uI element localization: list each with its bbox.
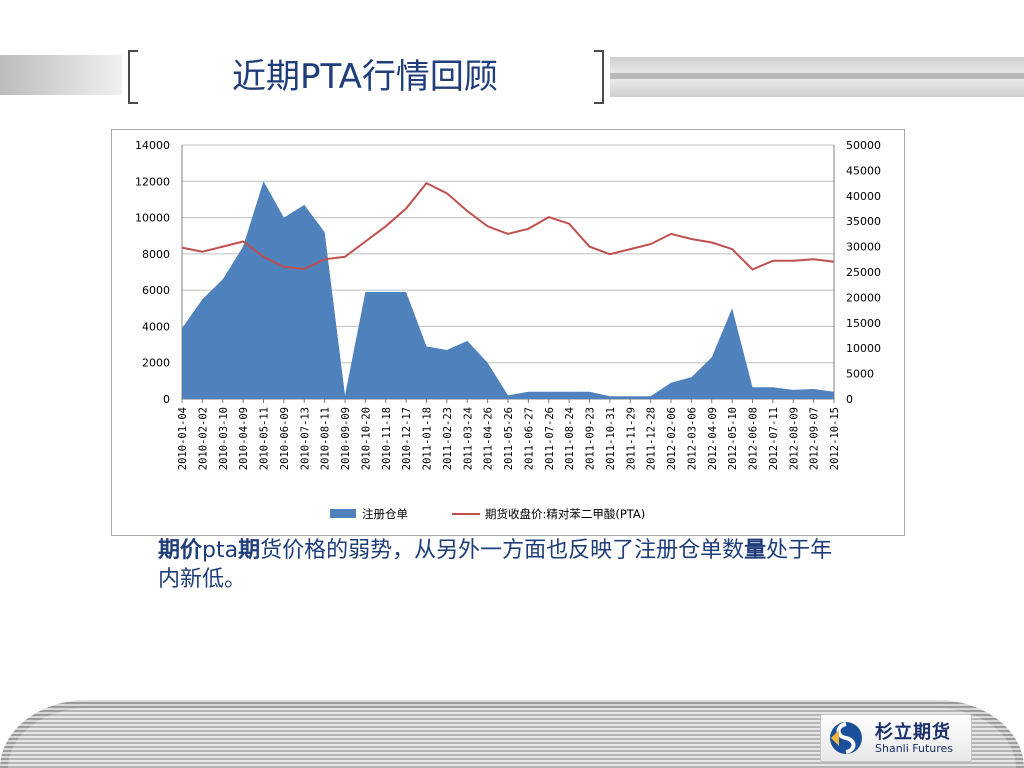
x-tick-label: 2010-07-13: [299, 407, 311, 470]
header-decor-left: [0, 55, 122, 95]
caption-part-1: pta: [202, 538, 239, 563]
page-title: 近期PTA行情回顾: [232, 57, 498, 97]
x-tick-label: 2011-01-18: [422, 407, 434, 470]
y-right-tick-label: 45000: [846, 164, 881, 177]
logo-cn-text: 杉立期货: [875, 722, 951, 743]
y-left-tick-label: 8000: [142, 248, 170, 261]
y-right-tick-label: 10000: [846, 342, 881, 355]
header-decor-right: [610, 57, 1024, 97]
x-tick-label: 2010-10-20: [360, 407, 372, 470]
y-left-tick-label: 6000: [142, 284, 170, 297]
x-tick-label: 2012-09-07: [809, 407, 821, 470]
x-tick-label: 2010-01-04: [177, 407, 189, 470]
y-right-tick-label: 15000: [846, 317, 881, 330]
caption-bold-2: 期: [238, 538, 261, 563]
y-right-tick-label: 30000: [846, 241, 881, 254]
chart-frame: 0 2000 4000 6000 8000 10000 12000 14000 0 5000 100…: [111, 129, 905, 536]
x-tick-label: 2010-08-11: [320, 407, 332, 470]
y-right-tick-label: 25000: [846, 266, 881, 279]
y-right-tick-label: 35000: [846, 215, 881, 228]
caption-part-3: 处于年内新低。: [158, 538, 833, 592]
x-tick-label: 2011-11-29: [625, 407, 637, 470]
caption-bold-3: 量: [744, 538, 767, 563]
x-tick-label: 2012-05-10: [727, 407, 739, 470]
x-tick-label: 2010-05-11: [259, 407, 271, 470]
logo-s-icon: [830, 722, 862, 754]
logo-en-text: Shanli Futures: [875, 742, 954, 755]
y-left-tick-label: 14000: [135, 139, 170, 152]
y-right-tick-label: 40000: [846, 190, 881, 203]
x-tick-label: 2011-03-24: [462, 407, 474, 470]
company-logo: 杉立期货 Shanli Futures: [820, 714, 972, 762]
legend-label-line: 期货收盘价:精对苯二甲酸(PTA): [485, 507, 645, 521]
x-tick-label: 2011-05-26: [503, 407, 515, 470]
x-tick-label: 2012-10-15: [829, 407, 841, 470]
legend-label-area: 注册仓单: [362, 507, 408, 521]
y-right-tick-label: 20000: [846, 291, 881, 304]
x-tick-label: 2011-12-28: [646, 407, 658, 470]
x-tick-label: 2011-10-31: [605, 407, 617, 470]
title-bracket-right: [594, 50, 604, 104]
x-tick-label: 2012-07-11: [768, 407, 780, 470]
x-tick-label: 2012-08-09: [788, 407, 800, 470]
y-left-tick-label: 4000: [142, 320, 170, 333]
x-tick-label: 2011-02-23: [442, 407, 454, 470]
x-tick-label: 2010-06-09: [279, 407, 291, 470]
x-tick-label: 2010-02-02: [197, 407, 209, 470]
y-right-tick-label: 5000: [846, 368, 874, 381]
y-left-tick-label: 2000: [142, 357, 170, 370]
x-tick-label: 2010-03-10: [218, 407, 230, 470]
x-tick-label: 2011-08-24: [564, 407, 576, 470]
x-tick-label: 2011-09-23: [585, 407, 597, 470]
chart-svg: 0 2000 4000 6000 8000 10000 12000 14000 0 5000 100…: [135, 139, 881, 521]
y-left-tick-label: 0: [163, 393, 170, 406]
y-right-tick-label: 50000: [846, 139, 881, 152]
series-area-registered-warrants: [182, 181, 834, 399]
x-tick-label: 2012-04-09: [707, 407, 719, 470]
x-tick-label: 2012-03-06: [686, 407, 698, 470]
legend-swatch-area: [330, 509, 356, 518]
caption-bold-1: 期价: [158, 538, 203, 563]
caption-text: 期价pta期货价格的弱势，从另外一方面也反映了注册仓单数量处于年内新低。: [158, 536, 848, 594]
y-left-tick-label: 10000: [135, 212, 170, 225]
x-tick-label: 2011-07-26: [544, 407, 556, 470]
x-tick-label: 2012-06-08: [748, 407, 760, 470]
x-tick-label: 2010-04-09: [238, 407, 250, 470]
title-bracket-left: [128, 50, 138, 104]
y-left-tick-label: 12000: [135, 175, 170, 188]
y-right-tick-label: 0: [846, 393, 853, 406]
caption-part-2: 货价格的弱势，从另外一方面也反映了注册仓单数: [260, 538, 745, 563]
x-tick-label: 2010-11-18: [381, 407, 393, 470]
x-tick-label: 2010-09-09: [340, 407, 352, 470]
x-tick-label: 2012-02-06: [666, 407, 678, 470]
x-tick-label: 2011-06-27: [523, 407, 535, 470]
x-tick-label: 2011-04-26: [483, 407, 495, 470]
x-tick-label: 2010-12-17: [401, 407, 413, 470]
